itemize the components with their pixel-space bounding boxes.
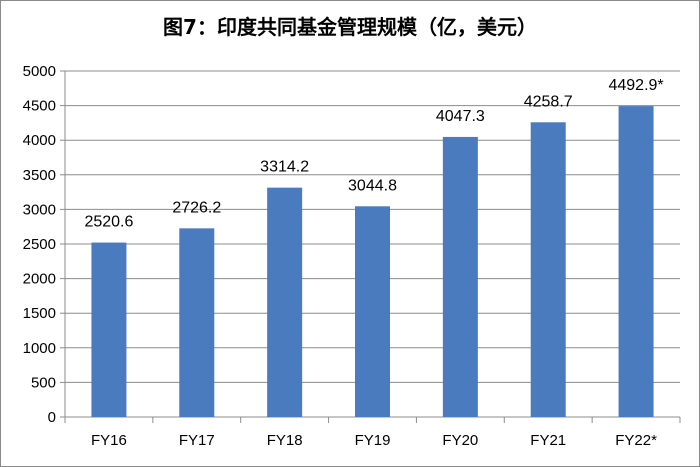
y-tick-label: 0 [48,409,56,426]
x-tick-label: FY21 [530,432,566,449]
x-tick-label: FY17 [179,432,215,449]
y-tick-label: 2500 [23,236,56,253]
x-tick-label: FY20 [442,432,478,449]
x-tick-label: FY16 [91,432,127,449]
data-label: 4258.7 [524,93,573,110]
x-tick-label: FY19 [355,432,391,449]
y-tick-label: 4500 [23,98,56,115]
data-label: 2726.2 [172,199,221,216]
bar-fy19 [355,206,390,417]
bar-fy16 [91,242,127,417]
y-tick-label: 5000 [23,63,56,80]
chart-title: 图7：印度共同基金管理规模（亿，美元） [163,15,537,39]
y-tick-label: 3500 [23,167,56,184]
y-tick-label: 500 [31,374,56,391]
bar-fy17 [179,228,215,417]
bar-fy21 [530,122,566,417]
x-tick-label: FY18 [267,432,303,449]
data-label: 4047.3 [436,108,485,125]
bar-fy22 [618,106,654,418]
y-tick-label: 1500 [23,305,56,322]
y-tick-label: 3000 [23,201,56,218]
data-label: 3044.8 [348,177,397,194]
x-tick-label: FY22* [615,432,657,449]
y-tick-label: 1000 [23,340,56,357]
axes: 0 500 1000 1500 2000 2500 3000 3500 4000 4500 5000… [23,63,681,449]
data-label: 4492.9* [608,77,663,94]
bars [91,106,654,418]
y-tick-label: 2000 [23,271,56,288]
data-label: 3314.2 [260,159,309,176]
bar-fy18 [267,187,303,417]
data-labels: 2520.6 2726.2 3314.2 3044.8 4047.3 4258.7 4492… [84,77,663,230]
y-tick-label: 4000 [23,132,56,149]
bar-fy20 [442,136,478,418]
data-label: 2520.6 [84,214,133,231]
